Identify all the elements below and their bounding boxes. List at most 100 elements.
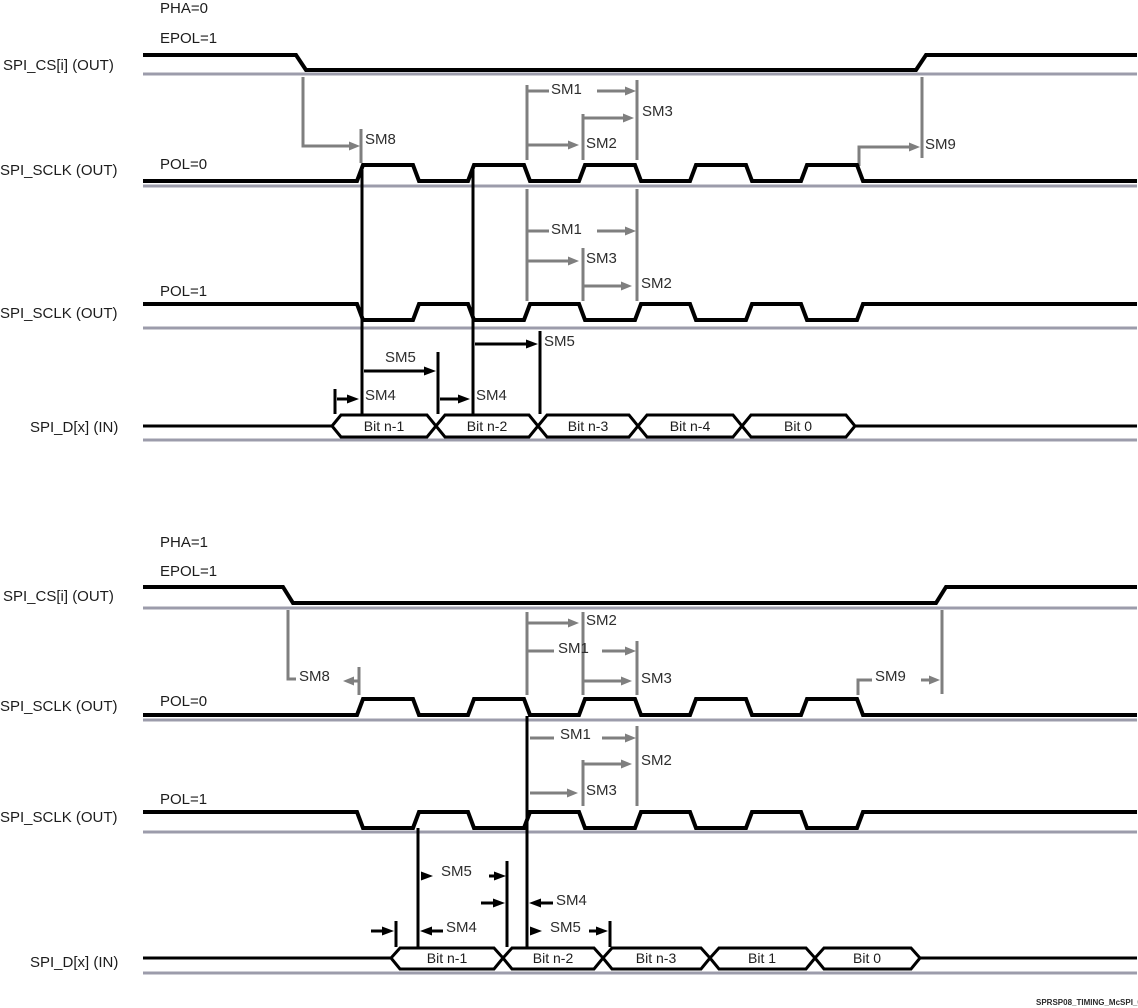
- top-sm8-annotation: [301, 77, 363, 163]
- top-pol0-label: POL=0: [160, 156, 208, 173]
- sm3-arrowhead-icon: [623, 113, 634, 123]
- top-cs-signal-label: SPI_CS[i] (OUT): [3, 57, 114, 74]
- bottom-pol1-sm-annotations: [530, 726, 639, 806]
- bottom-pol1-sm3-label: SM3: [586, 782, 617, 799]
- bottom-sm5-upper-label: SM5: [441, 863, 472, 880]
- bottom-data-signal-label: SPI_D[x] (IN): [30, 954, 119, 971]
- bottom-epol-label: EPOL=1: [160, 563, 218, 580]
- sm1-arrowhead-icon: [625, 646, 636, 656]
- sm2-arrowhead-icon: [568, 140, 579, 150]
- top-pol0-sm3-label: SM3: [642, 103, 673, 120]
- sm9-elbow-line: [857, 145, 909, 166]
- sm8-elbow-line: [301, 77, 349, 148]
- sm8-arrowhead-icon: [343, 676, 354, 686]
- top-cs-waveform: [143, 53, 1137, 72]
- top-pol0-sm-annotations: [525, 80, 639, 160]
- top-sclk-pol0-signal-label: SPI_SCLK (OUT): [0, 162, 118, 179]
- top-pol1-sm2-label: SM2: [641, 275, 672, 292]
- bottom-sm8-annotation: [286, 610, 361, 695]
- bottom-sclk-pol0-signal-label: SPI_SCLK (OUT): [0, 698, 118, 715]
- bottom-bit-label: Bit n-1: [426, 950, 468, 966]
- top-bit-label: Bit n-1: [363, 418, 405, 434]
- bottom-pol1-sm2-label: SM2: [641, 752, 672, 769]
- bottom-cs-waveform: [143, 585, 1137, 605]
- bottom-bit-label: Bit n-2: [532, 950, 574, 966]
- bottom-sm4-upper-label: SM4: [556, 892, 587, 909]
- top-sm9-annotation: [857, 77, 924, 166]
- sm5-arrowhead-icon: [421, 871, 433, 881]
- sm4-arrowhead-icon: [347, 394, 359, 404]
- sclk-trace: [143, 163, 1137, 183]
- sm9-arrowhead-icon: [929, 675, 940, 685]
- bottom-pol0-sm-annotations: [525, 612, 639, 695]
- figure-id-label: SPRSP08_TIMING_McSPI_02: [1036, 998, 1138, 1007]
- bottom-cs-signal-label: SPI_CS[i] (OUT): [3, 588, 114, 605]
- bottom-sm9-annotation: [856, 610, 944, 695]
- bottom-bit-label: Bit n-3: [635, 950, 677, 966]
- bottom-pol0-sm2-label: SM2: [586, 612, 617, 629]
- sm2-arrowhead-icon: [621, 759, 632, 769]
- sm9-elbow-line: [856, 678, 872, 695]
- sm3-arrowhead-icon: [568, 256, 579, 266]
- top-pha-label: PHA=0: [160, 0, 208, 17]
- top-pol0-sm2-label: SM2: [586, 135, 617, 152]
- bottom-bit-label: Bit 0: [852, 950, 882, 966]
- bottom-sclk-pol0-waveform: [143, 697, 1137, 717]
- sm1-arrowhead-icon: [625, 226, 636, 236]
- top-sm5-left-label: SM5: [385, 349, 416, 366]
- bottom-pha-label: PHA=1: [160, 534, 208, 551]
- sm5-arrowhead-icon: [596, 926, 608, 936]
- sclk-trace: [143, 302, 1137, 322]
- sm3-arrowhead-icon: [567, 788, 578, 798]
- top-pol1-sm1-label: SM1: [551, 221, 582, 238]
- data-bit-cell: [813, 946, 922, 971]
- sm2-arrowhead-icon: [568, 618, 579, 628]
- sm9-arrowhead-icon: [909, 142, 920, 152]
- cs-trace: [143, 585, 1137, 605]
- bottom-data-bus: [143, 946, 1137, 971]
- cs-trace: [143, 53, 1137, 72]
- sm1-arrowhead-icon: [625, 86, 636, 96]
- setup-arrowhead-icon: [382, 926, 394, 936]
- sm4-arrowhead-icon: [420, 926, 432, 936]
- sclk-trace: [143, 810, 1137, 830]
- top-pol0-sm1-label: SM1: [551, 81, 582, 98]
- bottom-pol1-sm1-label: SM1: [560, 726, 591, 743]
- sclk-trace: [143, 697, 1137, 717]
- bottom-sclk-pol1-waveform: [143, 810, 1137, 830]
- top-sm8-label: SM8: [365, 131, 396, 148]
- top-bit-label: Bit n-2: [466, 418, 508, 434]
- top-epol-label: EPOL=1: [160, 30, 218, 47]
- sm1-arrowhead-icon: [625, 733, 636, 743]
- sm2-arrowhead-icon: [621, 281, 632, 291]
- bottom-pol1-label: POL=1: [160, 791, 208, 808]
- bottom-bit-label: Bit 1: [747, 950, 777, 966]
- top-measurement-lines: [333, 170, 542, 414]
- bottom-sm4-lower-label: SM4: [446, 919, 477, 936]
- sm8-arrowhead-icon: [349, 141, 360, 151]
- sm5-arrowhead-icon: [526, 339, 538, 349]
- sm3-arrowhead-icon: [621, 676, 632, 686]
- bottom-pol0-sm1-label: SM1: [558, 640, 589, 657]
- bottom-sclk-pol1-signal-label: SPI_SCLK (OUT): [0, 809, 118, 826]
- sm8-elbow-line: [286, 610, 296, 681]
- sm5-arrowhead-icon: [424, 366, 436, 376]
- bottom-baselines: [143, 606, 1137, 975]
- top-data-signal-label: SPI_D[x] (IN): [30, 419, 119, 436]
- sm5-arrowhead-icon: [494, 871, 506, 881]
- top-sclk-pol1-signal-label: SPI_SCLK (OUT): [0, 305, 118, 322]
- top-data-bus: [143, 413, 1137, 439]
- top-sm4-right-label: SM4: [476, 387, 507, 404]
- top-bit-label: Bit n-3: [567, 418, 609, 434]
- bottom-pol0-sm3-label: SM3: [641, 670, 672, 687]
- top-sclk-pol1-waveform: [143, 302, 1137, 322]
- data-bit-cell: [740, 413, 857, 439]
- top-sclk-pol0-waveform: [143, 163, 1137, 183]
- bottom-sm5-lower-label: SM5: [550, 919, 581, 936]
- bottom-pol0-label: POL=0: [160, 693, 208, 710]
- bottom-measurement-lines: [371, 716, 612, 947]
- top-pol1-sm-annotations: [525, 189, 639, 301]
- sm5-arrowhead-icon: [530, 926, 542, 936]
